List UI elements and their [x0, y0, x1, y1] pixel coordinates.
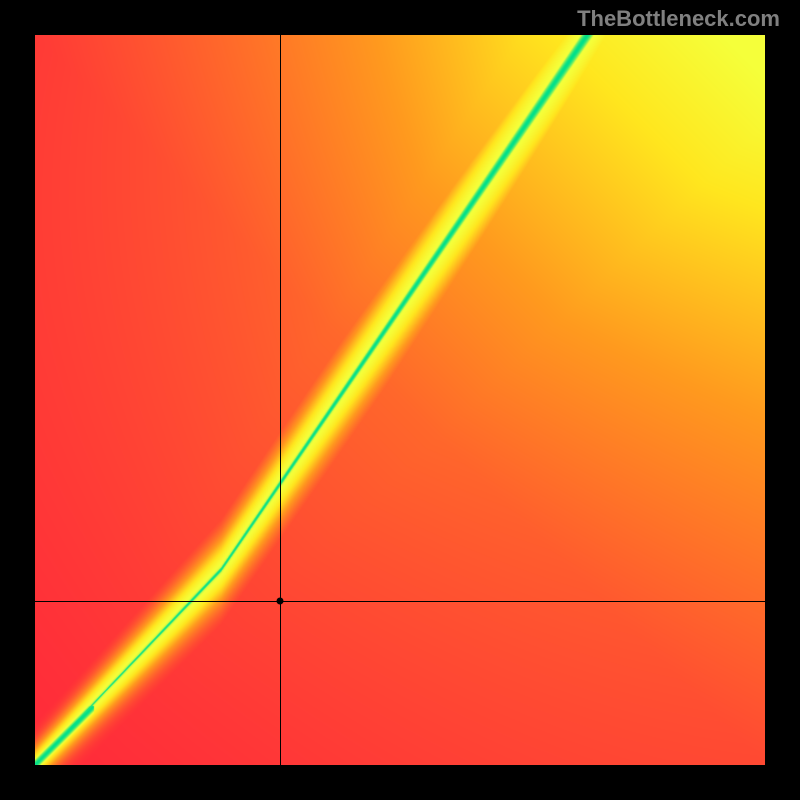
selected-point-marker — [276, 597, 283, 604]
heatmap-canvas — [35, 35, 765, 765]
watermark-label: TheBottleneck.com — [577, 6, 780, 32]
crosshair-vertical — [280, 35, 281, 765]
crosshair-horizontal — [35, 601, 765, 602]
bottleneck-heatmap — [35, 35, 765, 765]
